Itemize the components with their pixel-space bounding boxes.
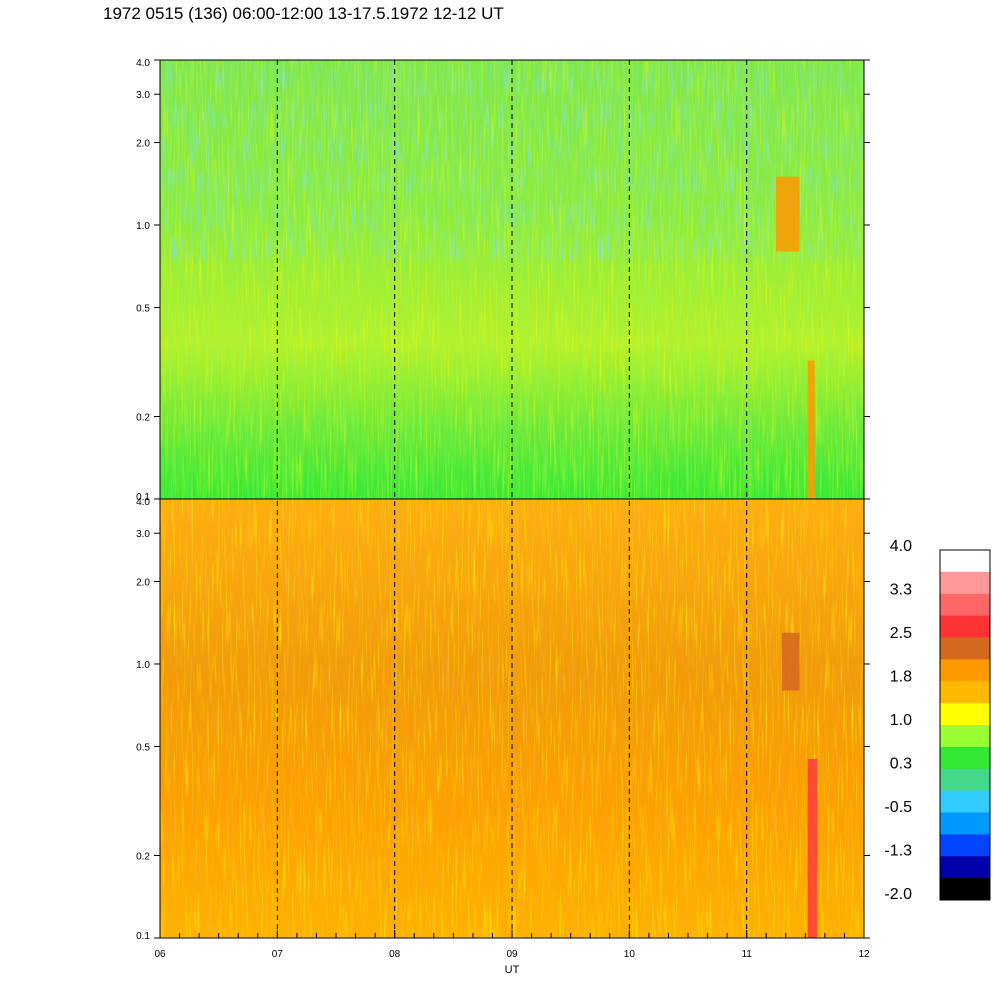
colorbar-swatch [940, 790, 990, 813]
colorbar-swatch [940, 615, 990, 638]
colorbar-swatch [940, 659, 990, 682]
colorbar-label: -2.0 [884, 886, 912, 903]
colorbar-swatch [940, 812, 990, 835]
y-tick-label: 0.1 [136, 492, 150, 503]
x-tick-label: 07 [272, 949, 284, 960]
colorbar-swatch [940, 768, 990, 792]
colorbar-swatch [940, 746, 990, 770]
y-tick-label: 2.0 [136, 577, 150, 588]
y-tick-label: 0.5 [136, 742, 150, 753]
x-axis-label: UT [505, 964, 520, 976]
colorbar-swatch [940, 550, 990, 573]
feature-patch-upper-0 [776, 176, 800, 252]
colorbar-label: 3.3 [890, 582, 912, 599]
x-tick-label: 12 [858, 949, 870, 960]
y-tick-label: 1.0 [136, 221, 150, 232]
x-tick-label: 08 [389, 949, 401, 960]
x-axis: 06 07 08 09 10 11 12 [154, 930, 870, 960]
chart-title: 1972 0515 (136) 06:00-12:00 13-17.5.1972… [103, 4, 504, 23]
x-tick-label: 10 [624, 949, 636, 960]
colorbar: 4.0 3.3 2.5 1.8 1.0 0.3 -0.5 -1.3 -2.0 [884, 538, 991, 903]
x-tick-label: 11 [741, 949, 752, 960]
feature-patch-upper-1 [807, 360, 815, 499]
colorbar-swatch [940, 856, 990, 879]
y-tick-label: 2.0 [136, 138, 150, 149]
colorbar-label: 1.0 [890, 712, 912, 729]
y-tick-label: 3.0 [136, 90, 150, 101]
colorbar-swatch [940, 571, 990, 595]
colorbar-label: 2.5 [890, 625, 912, 642]
colorbar-label: 0.3 [890, 756, 912, 773]
y-tick-label: 0.1 [136, 931, 150, 942]
colorbar-swatch [940, 637, 990, 660]
colorbar-label: -0.5 [884, 799, 912, 816]
colorbar-swatch [940, 878, 990, 901]
y-tick-label: 4.0 [136, 58, 150, 69]
colorbar-label: 4.0 [890, 538, 912, 555]
colorbar-swatch [940, 725, 990, 748]
colorbar-swatch [940, 681, 990, 704]
lower-y-axis: 0.1 0.2 0.5 1.0 2.0 3.0 4.0 [136, 497, 870, 942]
colorbar-swatch [940, 593, 990, 617]
y-tick-label: 0.2 [136, 852, 150, 863]
y-tick-label: 3.0 [136, 529, 150, 540]
feature-patch-lower-0 [781, 632, 800, 691]
lower-panel-features [781, 632, 818, 938]
colorbar-frame [939, 549, 991, 901]
x-tick-label: 06 [154, 949, 166, 960]
colorbar-label: 1.8 [890, 669, 912, 686]
y-tick-label: 1.0 [136, 660, 150, 671]
colorbar-swatch [940, 703, 990, 726]
colorbar-label: -1.3 [884, 843, 912, 860]
upper-panel-features [776, 176, 815, 499]
x-tick-label: 09 [506, 949, 518, 960]
feature-patch-lower-1 [807, 759, 818, 938]
hour-grid-lines [276, 60, 748, 938]
y-tick-label: 0.2 [136, 413, 150, 424]
y-tick-label: 4.0 [136, 497, 150, 508]
upper-y-axis: 0.1 0.2 0.5 1.0 2.0 3.0 4.0 [136, 58, 870, 503]
colorbar-swatch [940, 834, 990, 857]
y-tick-label: 0.5 [136, 303, 150, 314]
